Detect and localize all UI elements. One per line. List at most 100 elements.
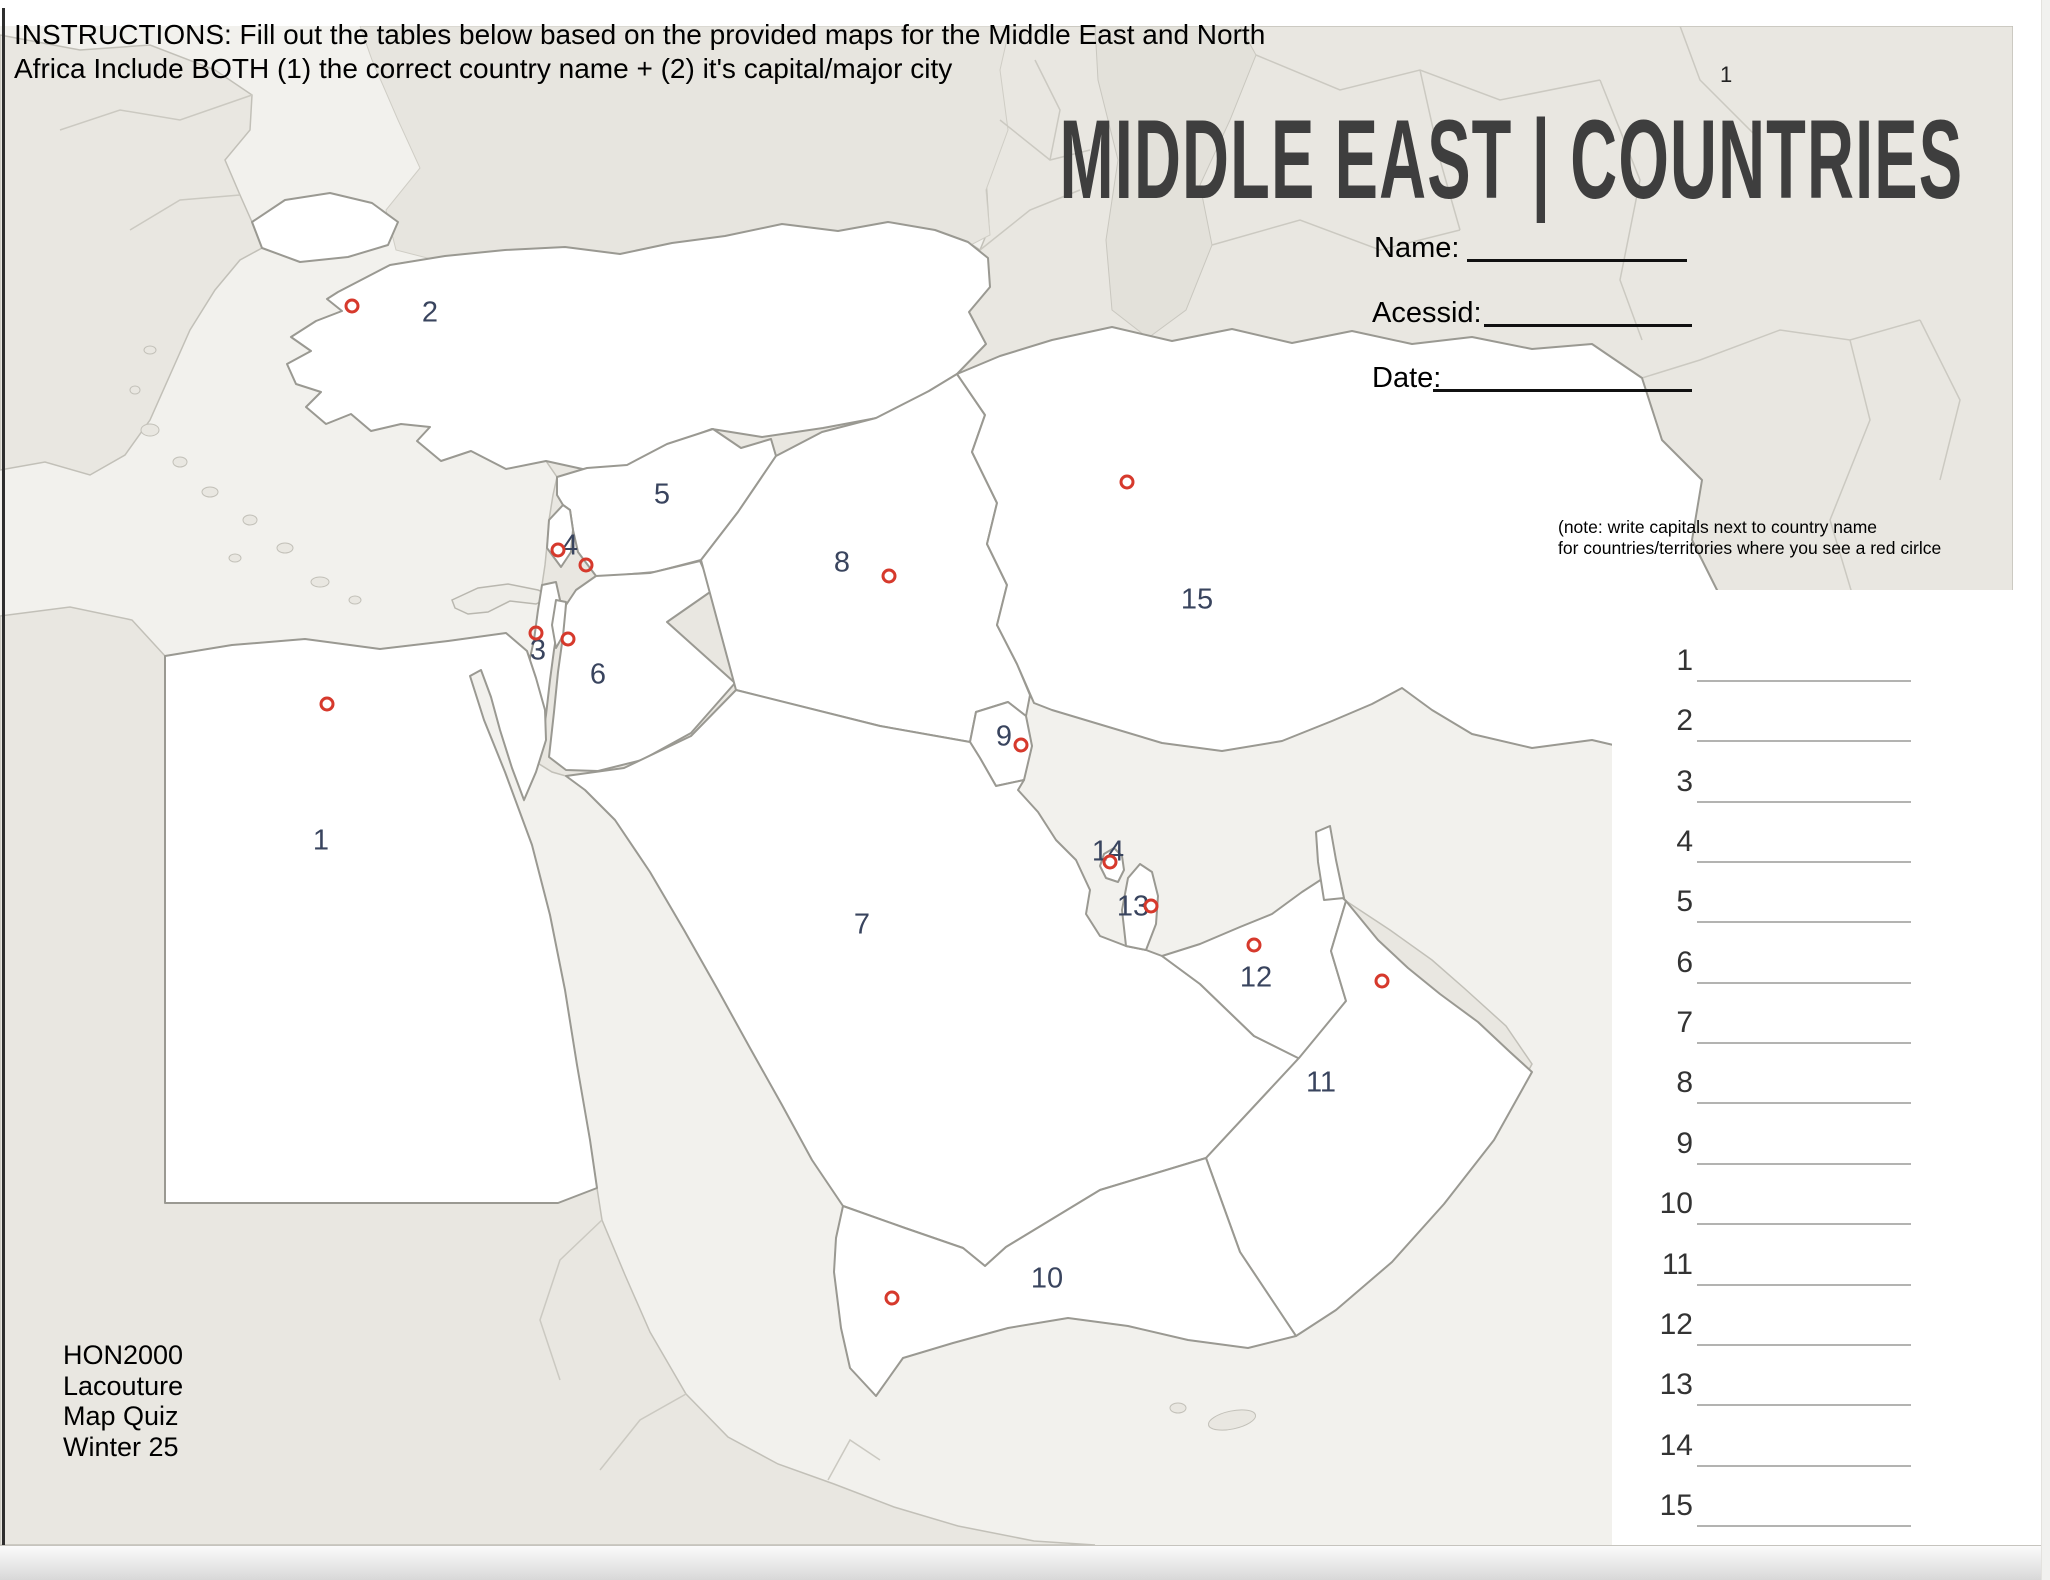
answer-number: 8 bbox=[1676, 1066, 1693, 1100]
capital-marker-icon bbox=[550, 542, 566, 558]
answer-number: 12 bbox=[1659, 1307, 1693, 1341]
answer-row: 8 bbox=[1613, 1066, 1911, 1105]
answer-blank-line bbox=[1697, 800, 1911, 803]
islands bbox=[129, 345, 1257, 1431]
footer-quiz-name: Map Quiz bbox=[63, 1401, 179, 1431]
answer-row: 7 bbox=[1613, 1006, 1911, 1045]
answer-panel bbox=[1612, 590, 2050, 1545]
capital-marker-icon bbox=[884, 1290, 900, 1306]
answer-number: 7 bbox=[1676, 1006, 1693, 1040]
map-region-number: 8 bbox=[833, 546, 851, 579]
answer-blank-line bbox=[1697, 1042, 1911, 1045]
map-region-number: 4 bbox=[561, 529, 579, 562]
answer-blank-line bbox=[1697, 981, 1911, 984]
accessid-blank-line bbox=[1484, 324, 1692, 327]
footer-instructor: Lacouture bbox=[63, 1370, 184, 1401]
map-region-number: 5 bbox=[653, 478, 671, 511]
capital-marker-icon bbox=[344, 298, 360, 314]
answer-row: 3 bbox=[1613, 764, 1911, 803]
capital-marker-icon bbox=[578, 557, 594, 573]
answer-blank-line bbox=[1697, 680, 1911, 682]
capital-marker-icon bbox=[1143, 898, 1159, 914]
name-label: Name: bbox=[1374, 232, 1460, 264]
capital-marker-icon bbox=[881, 568, 897, 584]
accessid-label: Acessid: bbox=[1372, 297, 1482, 329]
answer-row: 9 bbox=[1613, 1126, 1911, 1165]
answer-number: 6 bbox=[1676, 945, 1693, 979]
note-line-1: (note: write capitals next to country na… bbox=[1558, 517, 1878, 537]
answer-row: 14 bbox=[1613, 1428, 1911, 1467]
answer-number: 9 bbox=[1676, 1126, 1693, 1160]
answer-number: 13 bbox=[1659, 1368, 1693, 1402]
answer-number: 14 bbox=[1659, 1428, 1693, 1462]
answer-row: 4 bbox=[1613, 825, 1911, 864]
answer-number: 5 bbox=[1676, 885, 1693, 919]
capital-marker-icon bbox=[319, 696, 335, 712]
map-region-number: 3 bbox=[529, 634, 547, 667]
page-number: 1 bbox=[1720, 62, 1733, 87]
answer-row: 13 bbox=[1613, 1368, 1911, 1407]
map-region-number: 2 bbox=[421, 296, 439, 329]
page-bottom-edge bbox=[0, 1545, 2050, 1580]
context-borders bbox=[59, 26, 1961, 1481]
map-region-number: 9 bbox=[995, 720, 1013, 753]
answer-blank-line bbox=[1697, 1223, 1911, 1226]
answer-row: 5 bbox=[1613, 885, 1911, 924]
instructions-line-1: INSTRUCTIONS: Fill out the tables below … bbox=[14, 19, 1266, 50]
map-region-10 bbox=[833, 1157, 1297, 1397]
answer-blank-line bbox=[1697, 1404, 1911, 1407]
answer-row: 11 bbox=[1613, 1247, 1911, 1286]
answer-row: 2 bbox=[1613, 704, 1911, 743]
map-region-number: 7 bbox=[853, 908, 871, 941]
map-region-number: 10 bbox=[1030, 1262, 1064, 1295]
map-region-number: 12 bbox=[1239, 961, 1273, 994]
capital-marker-icon bbox=[1013, 737, 1029, 753]
map-region-number: 1 bbox=[312, 824, 330, 857]
map-region-number: 11 bbox=[1305, 1066, 1337, 1099]
instructions-line-2: Africa Include BOTH (1) the correct coun… bbox=[14, 53, 953, 84]
landmass-balkans bbox=[0, 34, 263, 476]
map-region-13 bbox=[1121, 863, 1159, 951]
scrollbar[interactable] bbox=[2041, 0, 2050, 1580]
answer-blank-line bbox=[1697, 1102, 1911, 1105]
answer-row: 6 bbox=[1613, 945, 1911, 984]
map-region-number: 15 bbox=[1180, 583, 1214, 616]
instructions-text: INSTRUCTIONS: Fill out the tables below … bbox=[14, 18, 1265, 86]
answer-row: 1 bbox=[1613, 644, 1911, 682]
island-cyprus bbox=[451, 583, 554, 615]
answer-number: 1 bbox=[1676, 644, 1693, 677]
answer-blank-line bbox=[1697, 861, 1911, 864]
answer-blank-line bbox=[1697, 1343, 1911, 1346]
name-blank-line bbox=[1467, 259, 1687, 262]
answer-row: 15 bbox=[1613, 1488, 1911, 1527]
capital-marker-icon bbox=[1246, 937, 1262, 953]
answer-number: 15 bbox=[1659, 1488, 1693, 1522]
answer-number: 3 bbox=[1676, 764, 1693, 798]
footer-term: Winter 25 bbox=[63, 1431, 179, 1462]
map-region-number: 6 bbox=[589, 658, 607, 691]
date-blank-line bbox=[1433, 389, 1692, 392]
capital-marker-icon bbox=[1119, 474, 1135, 490]
map-region-1 bbox=[164, 632, 598, 1204]
answer-number: 2 bbox=[1676, 704, 1693, 738]
capital-marker-icon bbox=[1374, 973, 1390, 989]
capital-marker-icon bbox=[528, 625, 544, 641]
answer-blank-line bbox=[1697, 1524, 1911, 1527]
answer-number: 11 bbox=[1661, 1247, 1693, 1281]
footer-course: HON2000 bbox=[63, 1340, 184, 1370]
capitals-note: (note: write capitals next to country na… bbox=[1558, 517, 1941, 559]
answer-blank-line bbox=[1697, 921, 1911, 924]
page-left-edge bbox=[2, 8, 5, 1545]
footer-text: HON2000 Lacouture Map Quiz Winter 25 bbox=[63, 1340, 183, 1462]
answer-number: 4 bbox=[1676, 825, 1693, 859]
page-title: MIDDLE EAST | COUNTRIES bbox=[1059, 97, 1963, 222]
answer-blank-line bbox=[1697, 1283, 1911, 1286]
capital-marker-icon bbox=[560, 631, 576, 647]
capital-marker-icon bbox=[1102, 854, 1118, 870]
answer-blank-line bbox=[1697, 1162, 1911, 1165]
answer-blank-line bbox=[1697, 740, 1911, 743]
answer-blank-line bbox=[1697, 1464, 1911, 1467]
date-label: Date: bbox=[1372, 362, 1442, 394]
note-line-2: for countries/territories where you see … bbox=[1558, 538, 1942, 558]
